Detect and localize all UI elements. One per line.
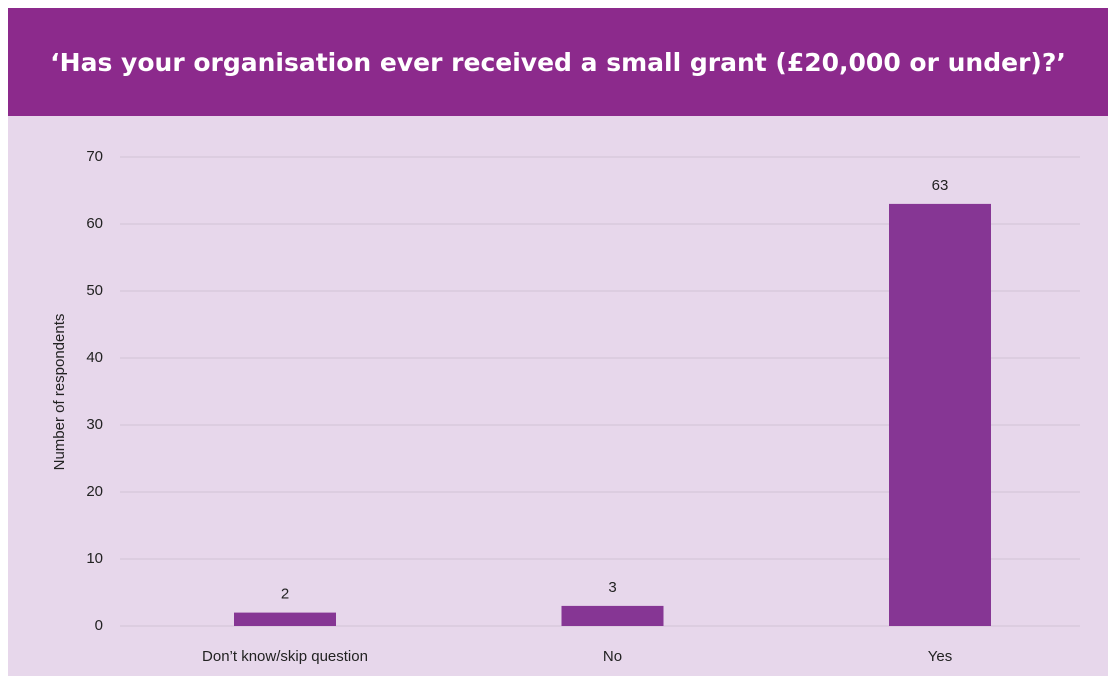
y-tick-label: 70 [86,148,103,165]
bar [889,203,991,626]
y-tick-label: 20 [86,483,103,500]
x-tick-label: Yes [928,648,952,665]
y-tick-label: 30 [86,416,103,433]
x-tick-label: Don’t know/skip question [202,648,368,665]
y-axis-label: Number of respondents [51,314,68,471]
y-tick-label: 40 [86,349,103,366]
y-tick-label: 10 [86,550,103,567]
y-tick-label: 0 [95,617,103,634]
bar [234,612,336,626]
data-label: 2 [281,586,289,603]
bar [561,605,664,626]
y-tick-label: 50 [86,282,103,299]
chart-title: ‘Has your organisation ever received a s… [50,48,1066,77]
data-label: 63 [932,177,949,194]
data-label: 3 [608,579,616,596]
title-band [8,8,1108,116]
x-tick-label: No [603,648,622,665]
y-tick-label: 60 [86,215,103,232]
